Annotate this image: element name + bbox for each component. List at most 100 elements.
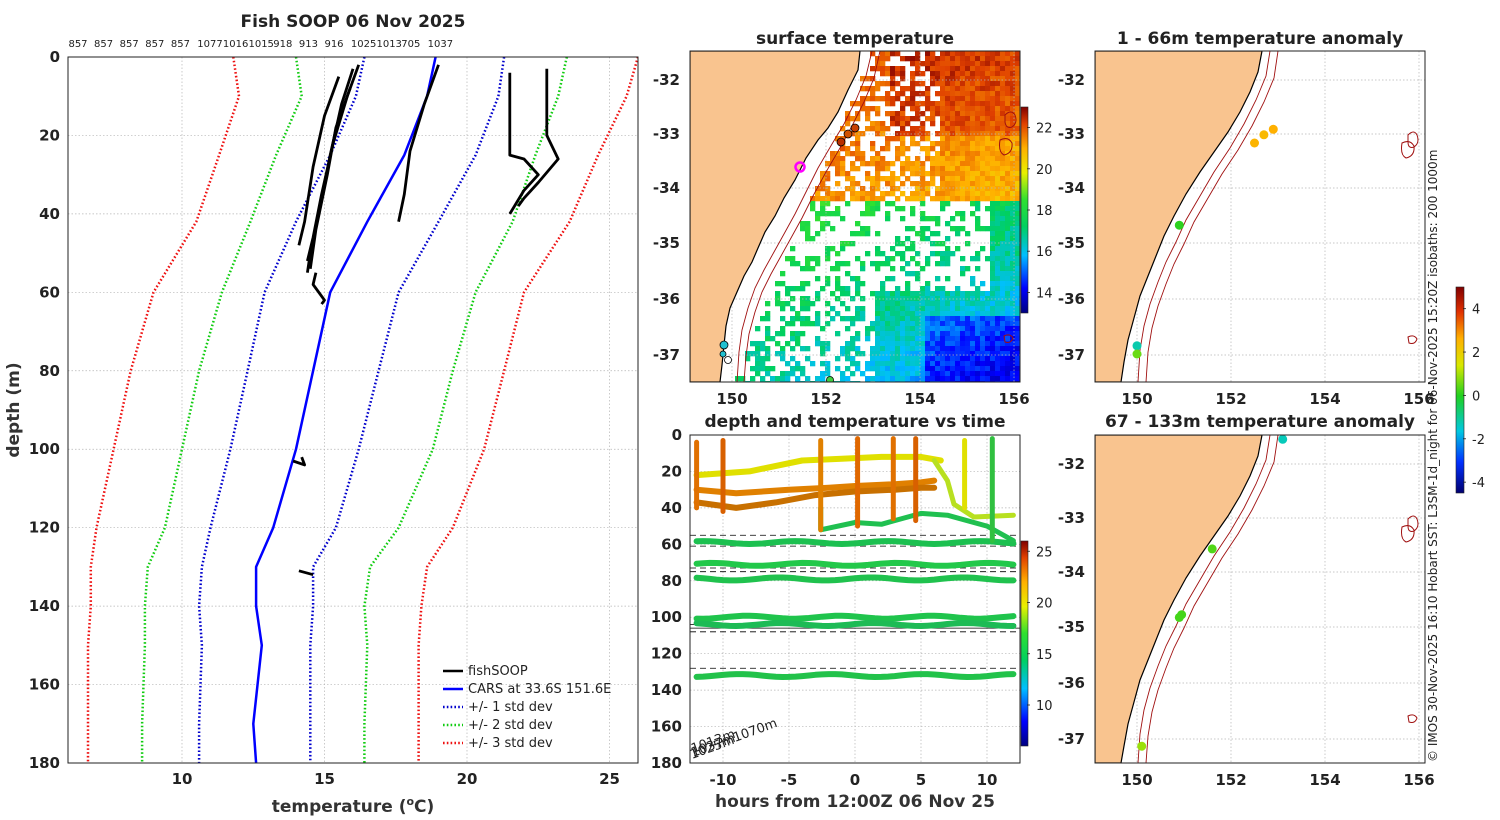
time-colorbar [1020,540,1029,747]
colorbar-tick: 20 [1036,597,1053,612]
map-xtick: 154 [1309,771,1340,789]
time-xlabel: hours from 12:00Z 06 Nov 25 [715,792,995,812]
profile-series-fishSOOP-2 [297,76,341,246]
map-xtick: 150 [716,390,747,408]
profile-title: Fish SOOP 06 Nov 2025 [241,12,466,32]
profile-series-fishSOOP-8 [517,68,560,207]
profile-counts: 857 857 857 857 857 1077 1016 1015 918 913 916 1025… [68,39,453,50]
map-ytick: -37 [1058,730,1085,748]
profile-count-label: 916 [324,39,343,50]
profile-series-+3sd [417,57,638,763]
time-ytick: 80 [661,572,682,590]
legend-entry: +/- 2 std dev [468,718,553,733]
anomaly-point [1174,612,1184,622]
side-caption: © IMOS 30-Nov-2025 16:10 Hobart SST: L3S… [1426,150,1440,762]
profile-ytick: 60 [39,283,60,301]
colorbar-tick: 18 [1036,204,1053,219]
profile-series-+2sd [363,57,569,763]
map-xtick: 152 [810,390,841,408]
anomaly-shallow-land [1095,51,1263,382]
sst-isobath-200 [736,51,873,382]
map-ytick: -37 [1058,346,1085,364]
profile-count-label: 857 [94,39,113,50]
profile-legend: fishSOOP CARS at 33.6S 151.6E +/- 1 std de… [443,664,611,751]
colorbar-tick: -2 [1472,433,1485,448]
time-depth-label: 1070m [731,716,779,746]
profile-panel: Fish SOOP 06 Nov 2025 857 857 857 857 857 107… [4,12,639,817]
profile-ylabel: depth (m) [4,362,24,457]
time-traces [690,436,1020,680]
profile-series-CARS [252,57,437,763]
profile-xtick: 15 [314,770,335,788]
time-ytick: 140 [651,681,682,699]
map-ytick: -33 [653,125,680,143]
colorbar-tick: 16 [1036,245,1053,260]
profile-series-fishSOOP-4 [308,87,352,269]
profile-series-fishSOOP-7 [508,72,540,215]
anomaly-point [1268,124,1278,134]
profile-count-label: 1037 [428,39,453,50]
profile-ticks: 10 15 20 25 0 20 40 60 80 100 120 140 160 180 [29,48,620,788]
anomaly-point [1174,220,1184,230]
anomaly-point [1207,544,1217,554]
profile-series--1sd [197,57,366,763]
profile-xlabel: temperature (oC) [272,795,435,817]
sst-ship-marker [794,161,806,173]
profile-ytick: 80 [39,362,60,380]
map-ytick: -32 [1058,455,1085,473]
time-ytick: 0 [672,426,682,444]
time-xtick: -10 [709,771,736,789]
profile-count-label: 913 [299,39,318,50]
anomaly-colorbar-ticks: 4 2 0 -2 -4 [1463,303,1485,491]
anomaly-shallow-panel: 1 - 66m temperature anomaly 150 152 154 156… [1058,29,1435,408]
colorbar-tick: 14 [1036,286,1053,301]
colorbar-tick: 10 [1036,699,1053,714]
profile-series--2sd [140,57,303,763]
colorbar-tick: 2 [1472,346,1480,361]
profile-count-label: 1015 [248,39,273,50]
map-ytick: -35 [653,234,680,252]
time-xtick: 10 [977,771,998,789]
map-xtick: 150 [1121,771,1152,789]
legend-entry: fishSOOP [468,664,528,679]
profile-ytick: 100 [29,440,60,458]
profile-xtick: 20 [457,770,478,788]
profile-xtick: 25 [599,770,620,788]
legend-entry: +/- 1 std dev [468,700,553,715]
profile-ytick: 120 [29,519,60,537]
time-ytick: 100 [651,608,682,626]
profile-ytick: 0 [50,48,60,66]
map-xtick: 154 [1309,390,1340,408]
map-ytick: -32 [1058,71,1085,89]
profile-ytick: 40 [39,205,60,223]
profile-ytick: 180 [29,754,60,772]
time-ytick: 180 [651,754,682,772]
profile-count-label: 857 [68,39,87,50]
map-ytick: -32 [653,71,680,89]
map-ytick: -34 [653,179,680,197]
map-ytick: -36 [653,290,680,308]
sst-ticks: 150 152 154 156 -32 -33 -34 -35 -36 -37 [653,71,1030,408]
map-ytick: -35 [1058,234,1085,252]
colorbar-tick: -4 [1472,476,1485,491]
sst-colorbar [1020,106,1029,314]
map-ytick: -33 [1058,509,1085,527]
map-ytick: -36 [1058,674,1085,692]
sst-seamounts [999,111,1017,343]
map-ytick: -34 [1058,563,1085,581]
profile-count-label: 857 [145,39,164,50]
time-title: depth and temperature vs time [705,412,1006,432]
profile-xtick: 10 [172,770,193,788]
anomaly-deep-points [1137,435,1288,751]
profile-series-fishSOOP-10 [292,456,306,467]
colorbar-tick: 4 [1472,303,1480,318]
anomaly-shallow-title: 1 - 66m temperature anomaly [1117,29,1403,49]
profile-count-label: 857 [171,39,190,50]
anomaly-point [1278,435,1288,444]
profile-ytick: 140 [29,597,60,615]
anomaly-point [1132,341,1142,351]
anomaly-point [1132,349,1142,359]
map-xtick: 156 [1403,390,1434,408]
profile-series-fishSOOP-6 [397,64,440,222]
